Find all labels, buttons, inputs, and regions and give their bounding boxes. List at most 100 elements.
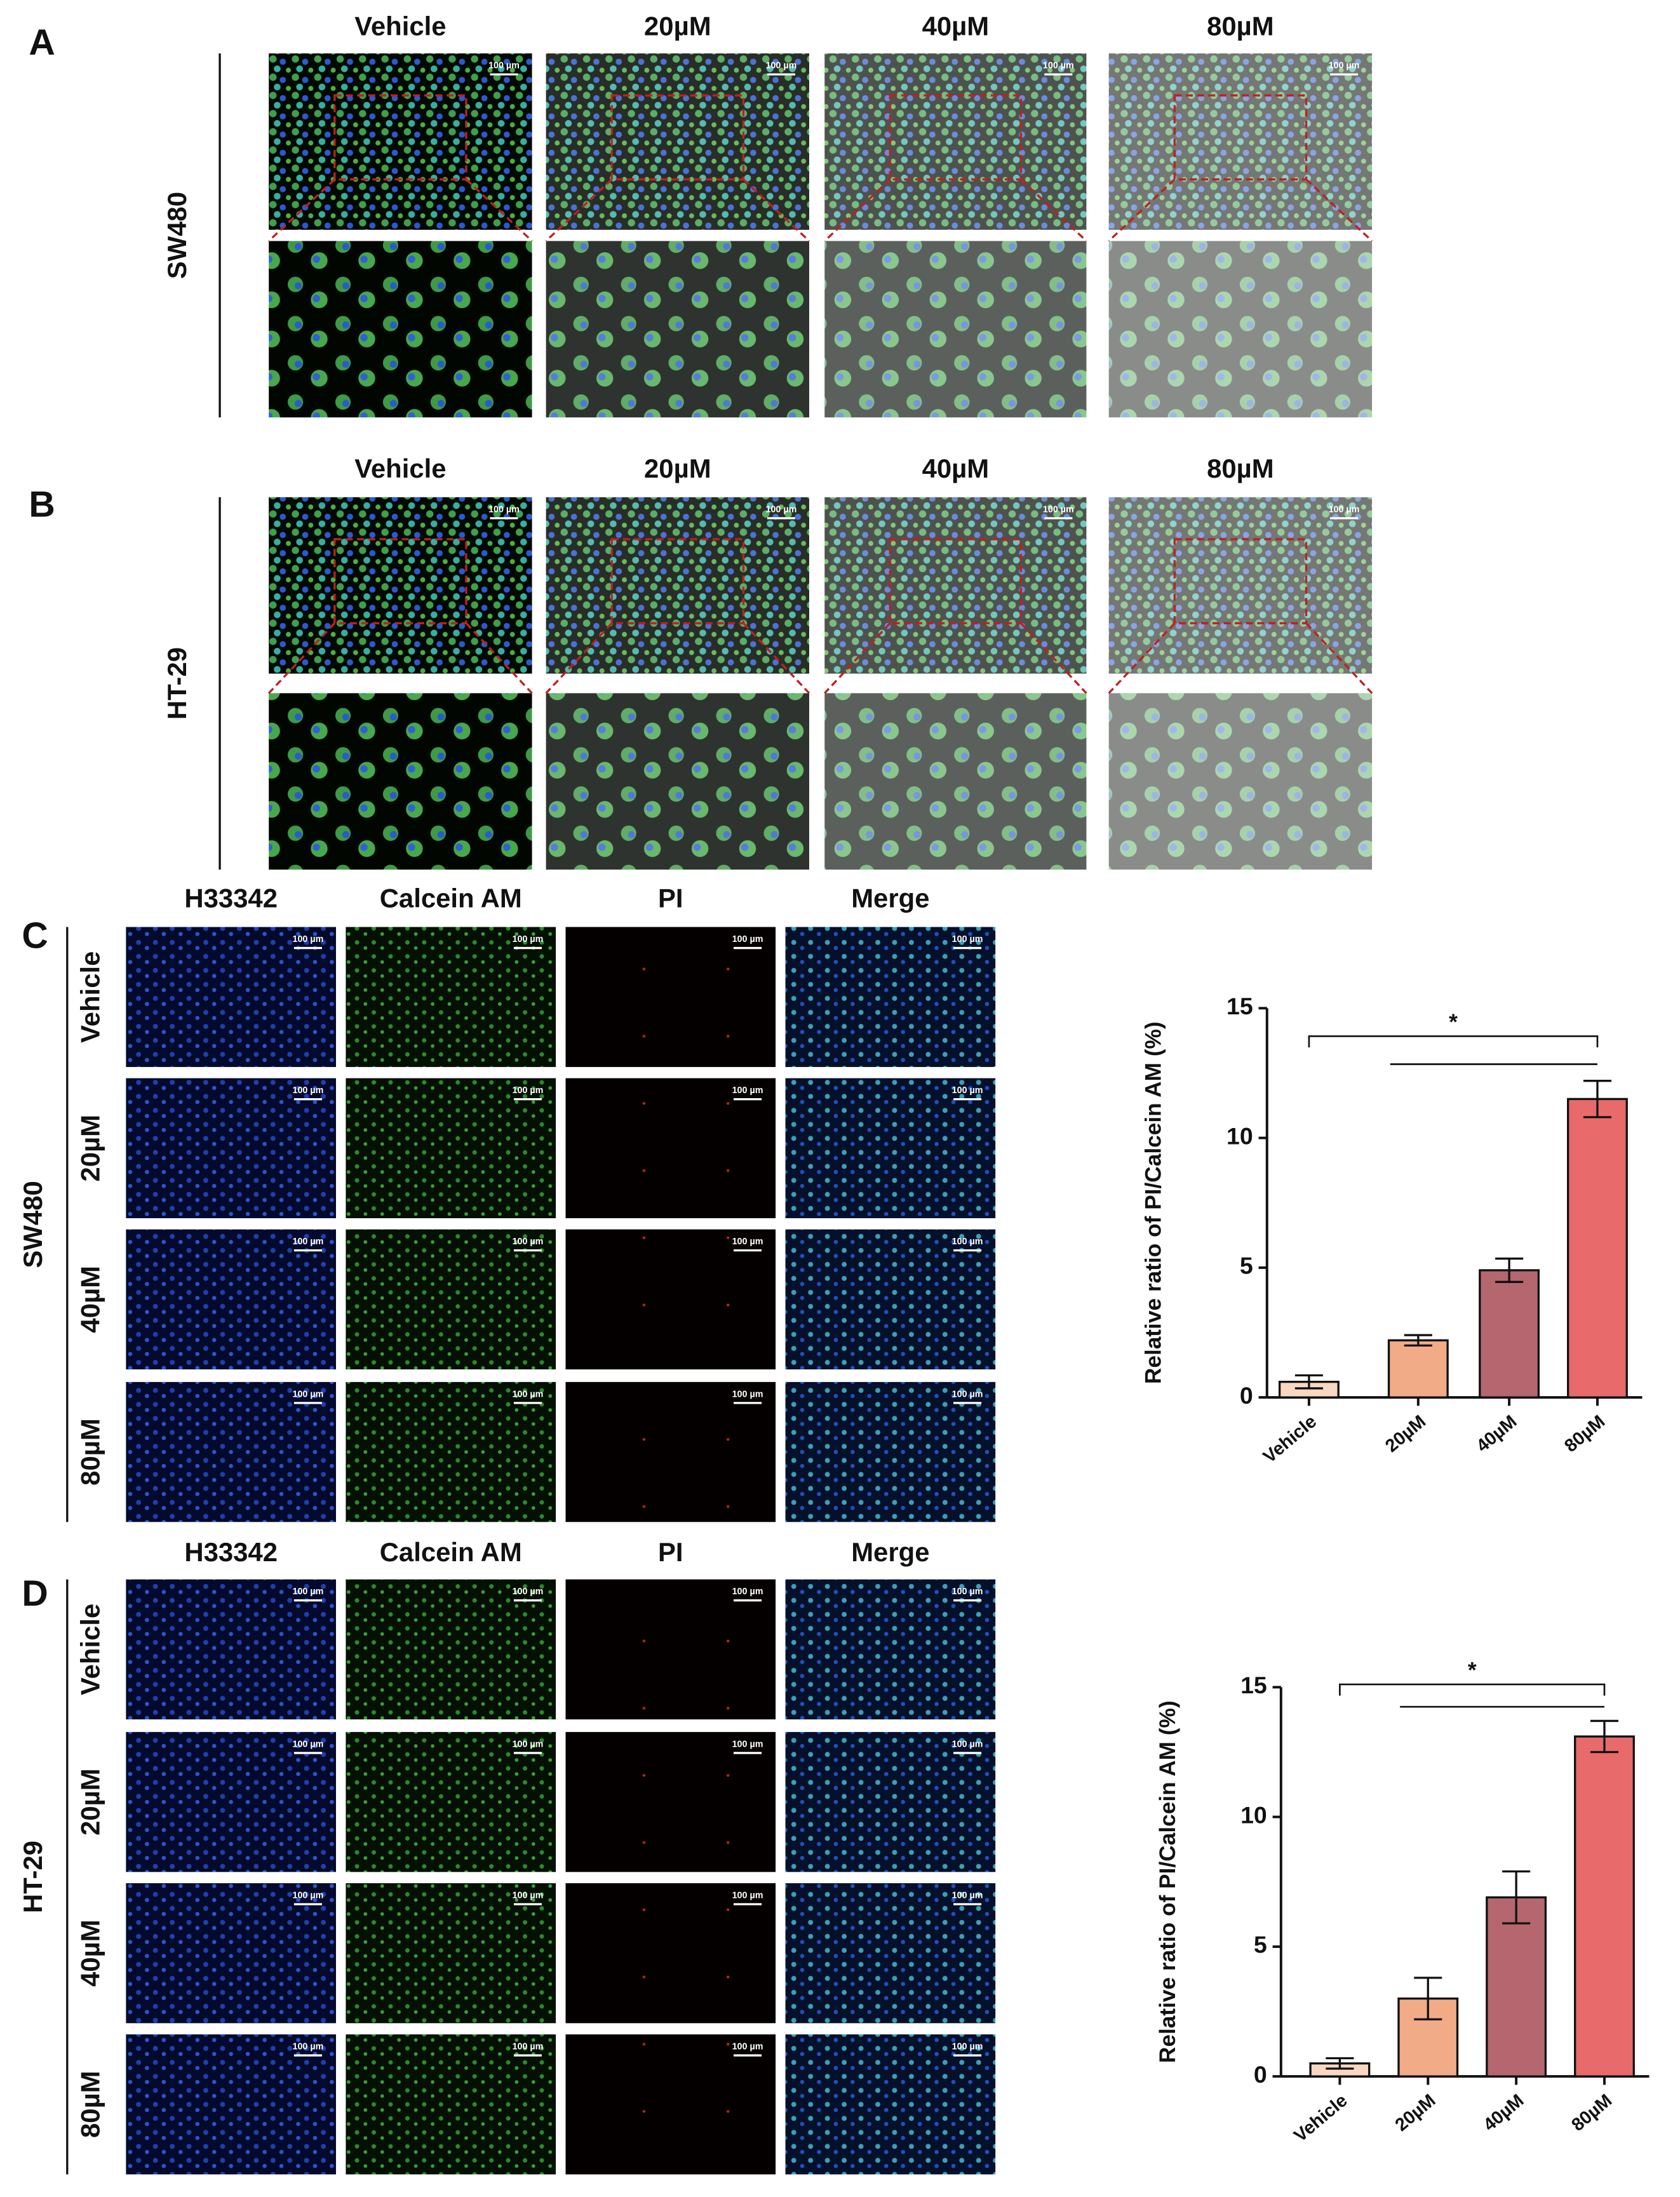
zoom-guide (545, 622, 613, 694)
scale-bar-label: 100 µm (513, 1085, 544, 1096)
x-tick-label: Vehicle (1260, 1411, 1320, 1467)
scale-bar-label: 100 µm (732, 1389, 763, 1399)
micrograph (346, 1229, 556, 1370)
row-label: 20µM (76, 1768, 105, 1836)
micrograph (269, 497, 532, 674)
micrograph (1108, 53, 1373, 230)
column-label: 20µM (644, 11, 711, 41)
micrograph (126, 927, 336, 1067)
column-label: 40µM (922, 454, 990, 483)
micrograph (565, 927, 776, 1067)
micrograph (126, 2034, 336, 2175)
channel-label: Calcein AM (380, 884, 522, 913)
significance-star: * (1468, 1658, 1477, 1683)
zoom-guide (1305, 622, 1373, 694)
error-bar (1590, 1719, 1619, 1754)
micrograph (565, 1078, 776, 1218)
micrograph (126, 1078, 336, 1218)
micrograph (346, 927, 556, 1067)
scale-bar-label: 100 µm (1043, 504, 1074, 514)
micrograph (565, 1229, 776, 1370)
panel-letter: A (29, 22, 55, 63)
x-tick-label: 20µM (1392, 2090, 1440, 2135)
y-tick-label: 0 (1254, 2061, 1267, 2088)
zoom-guide (1108, 178, 1176, 242)
micrograph (346, 1731, 556, 1872)
y-axis-label: Relative ratio of PI/Calcein AM (%) (1141, 1021, 1166, 1384)
zoom-guide (743, 178, 810, 242)
scale-bar-label: 100 µm (952, 1891, 983, 1901)
error-bar (1502, 1870, 1531, 1925)
column-label: Vehicle (354, 11, 446, 41)
scale-bar-label: 100 µm (292, 2042, 323, 2052)
error-bar (1583, 1080, 1611, 1119)
micrograph (785, 1731, 996, 1872)
zoom-guide (545, 178, 613, 242)
zoom-guide (465, 178, 533, 242)
zoom-guide (1020, 178, 1087, 242)
scale-bar-label: 100 µm (292, 934, 323, 944)
scale-bar-label: 100 µm (513, 1740, 544, 1750)
scale-bar-label: 100 µm (766, 504, 797, 514)
micrograph (824, 53, 1087, 230)
error-bar (1326, 2057, 1354, 2070)
scale-bar-label: 100 µm (488, 504, 520, 514)
zoom-box (889, 94, 1023, 181)
zoom-box (610, 94, 745, 181)
significance-bracket (1308, 1035, 1599, 1048)
y-axis-label: Relative ratio of PI/Calcein AM (%) (1155, 1700, 1180, 2063)
scale-bar-label: 100 µm (732, 1740, 763, 1750)
micrograph (824, 497, 1087, 674)
micrograph-zoom (546, 241, 810, 418)
scale-bar-label: 100 µm (732, 2042, 763, 2052)
row-label: HT-29 (162, 647, 192, 720)
zoom-guide (1305, 178, 1373, 242)
micrograph (785, 1078, 996, 1218)
scale-bar-label: 100 µm (952, 1085, 983, 1096)
significance-star: * (1449, 1010, 1458, 1035)
panel-letter: C (22, 915, 48, 956)
scale-bar-label: 100 µm (732, 1237, 763, 1247)
y-tick-label: 5 (1254, 1932, 1267, 1958)
scale-bar-label: 100 µm (732, 934, 763, 944)
scale-bar-label: 100 µm (952, 1740, 983, 1750)
micrograph (269, 53, 532, 230)
bar (1574, 1735, 1635, 2078)
zoom-guide (465, 622, 533, 694)
zoom-box (889, 538, 1023, 624)
micrograph (346, 1078, 556, 1218)
scale-bar-label: 100 µm (292, 1740, 323, 1750)
micrograph (785, 1579, 996, 1720)
channel-label: H33342 (184, 884, 278, 913)
micrograph (785, 2034, 996, 2175)
zoom-guide (824, 178, 891, 242)
bar (1397, 1997, 1459, 2078)
row-label: 80µM (76, 2071, 105, 2138)
row-label: 40µM (76, 1266, 105, 1333)
row-label: 80µM (76, 1418, 105, 1486)
scale-bar-label: 100 µm (292, 1237, 323, 1247)
error-bar (1294, 1374, 1323, 1390)
scale-bar-label: 100 µm (513, 1587, 544, 1597)
y-tick-label: 15 (1226, 993, 1253, 1019)
error-bar (1414, 1977, 1442, 2020)
micrograph (565, 1579, 776, 1720)
zoom-box (1173, 94, 1308, 181)
zoom-box (610, 538, 745, 624)
scale-bar-label: 100 µm (513, 2042, 544, 2052)
micrograph (346, 1381, 556, 1522)
x-tick-label: 80µM (1561, 1411, 1609, 1456)
micrograph-zoom (1108, 693, 1373, 870)
scale-bar-label: 100 µm (766, 61, 797, 71)
channel-label: Calcein AM (380, 1537, 522, 1567)
scale-bar-label: 100 µm (292, 1891, 323, 1901)
scale-bar-label: 100 µm (952, 2042, 983, 2052)
micrograph (346, 1883, 556, 2024)
scale-bar-label: 100 µm (952, 1237, 983, 1247)
zoom-guide (824, 622, 891, 694)
zoom-box (1173, 538, 1308, 624)
zoom-guide (1108, 622, 1176, 694)
row-label: Vehicle (76, 1604, 105, 1695)
column-label: 40µM (922, 11, 990, 41)
scale-bar-label: 100 µm (1329, 504, 1360, 514)
